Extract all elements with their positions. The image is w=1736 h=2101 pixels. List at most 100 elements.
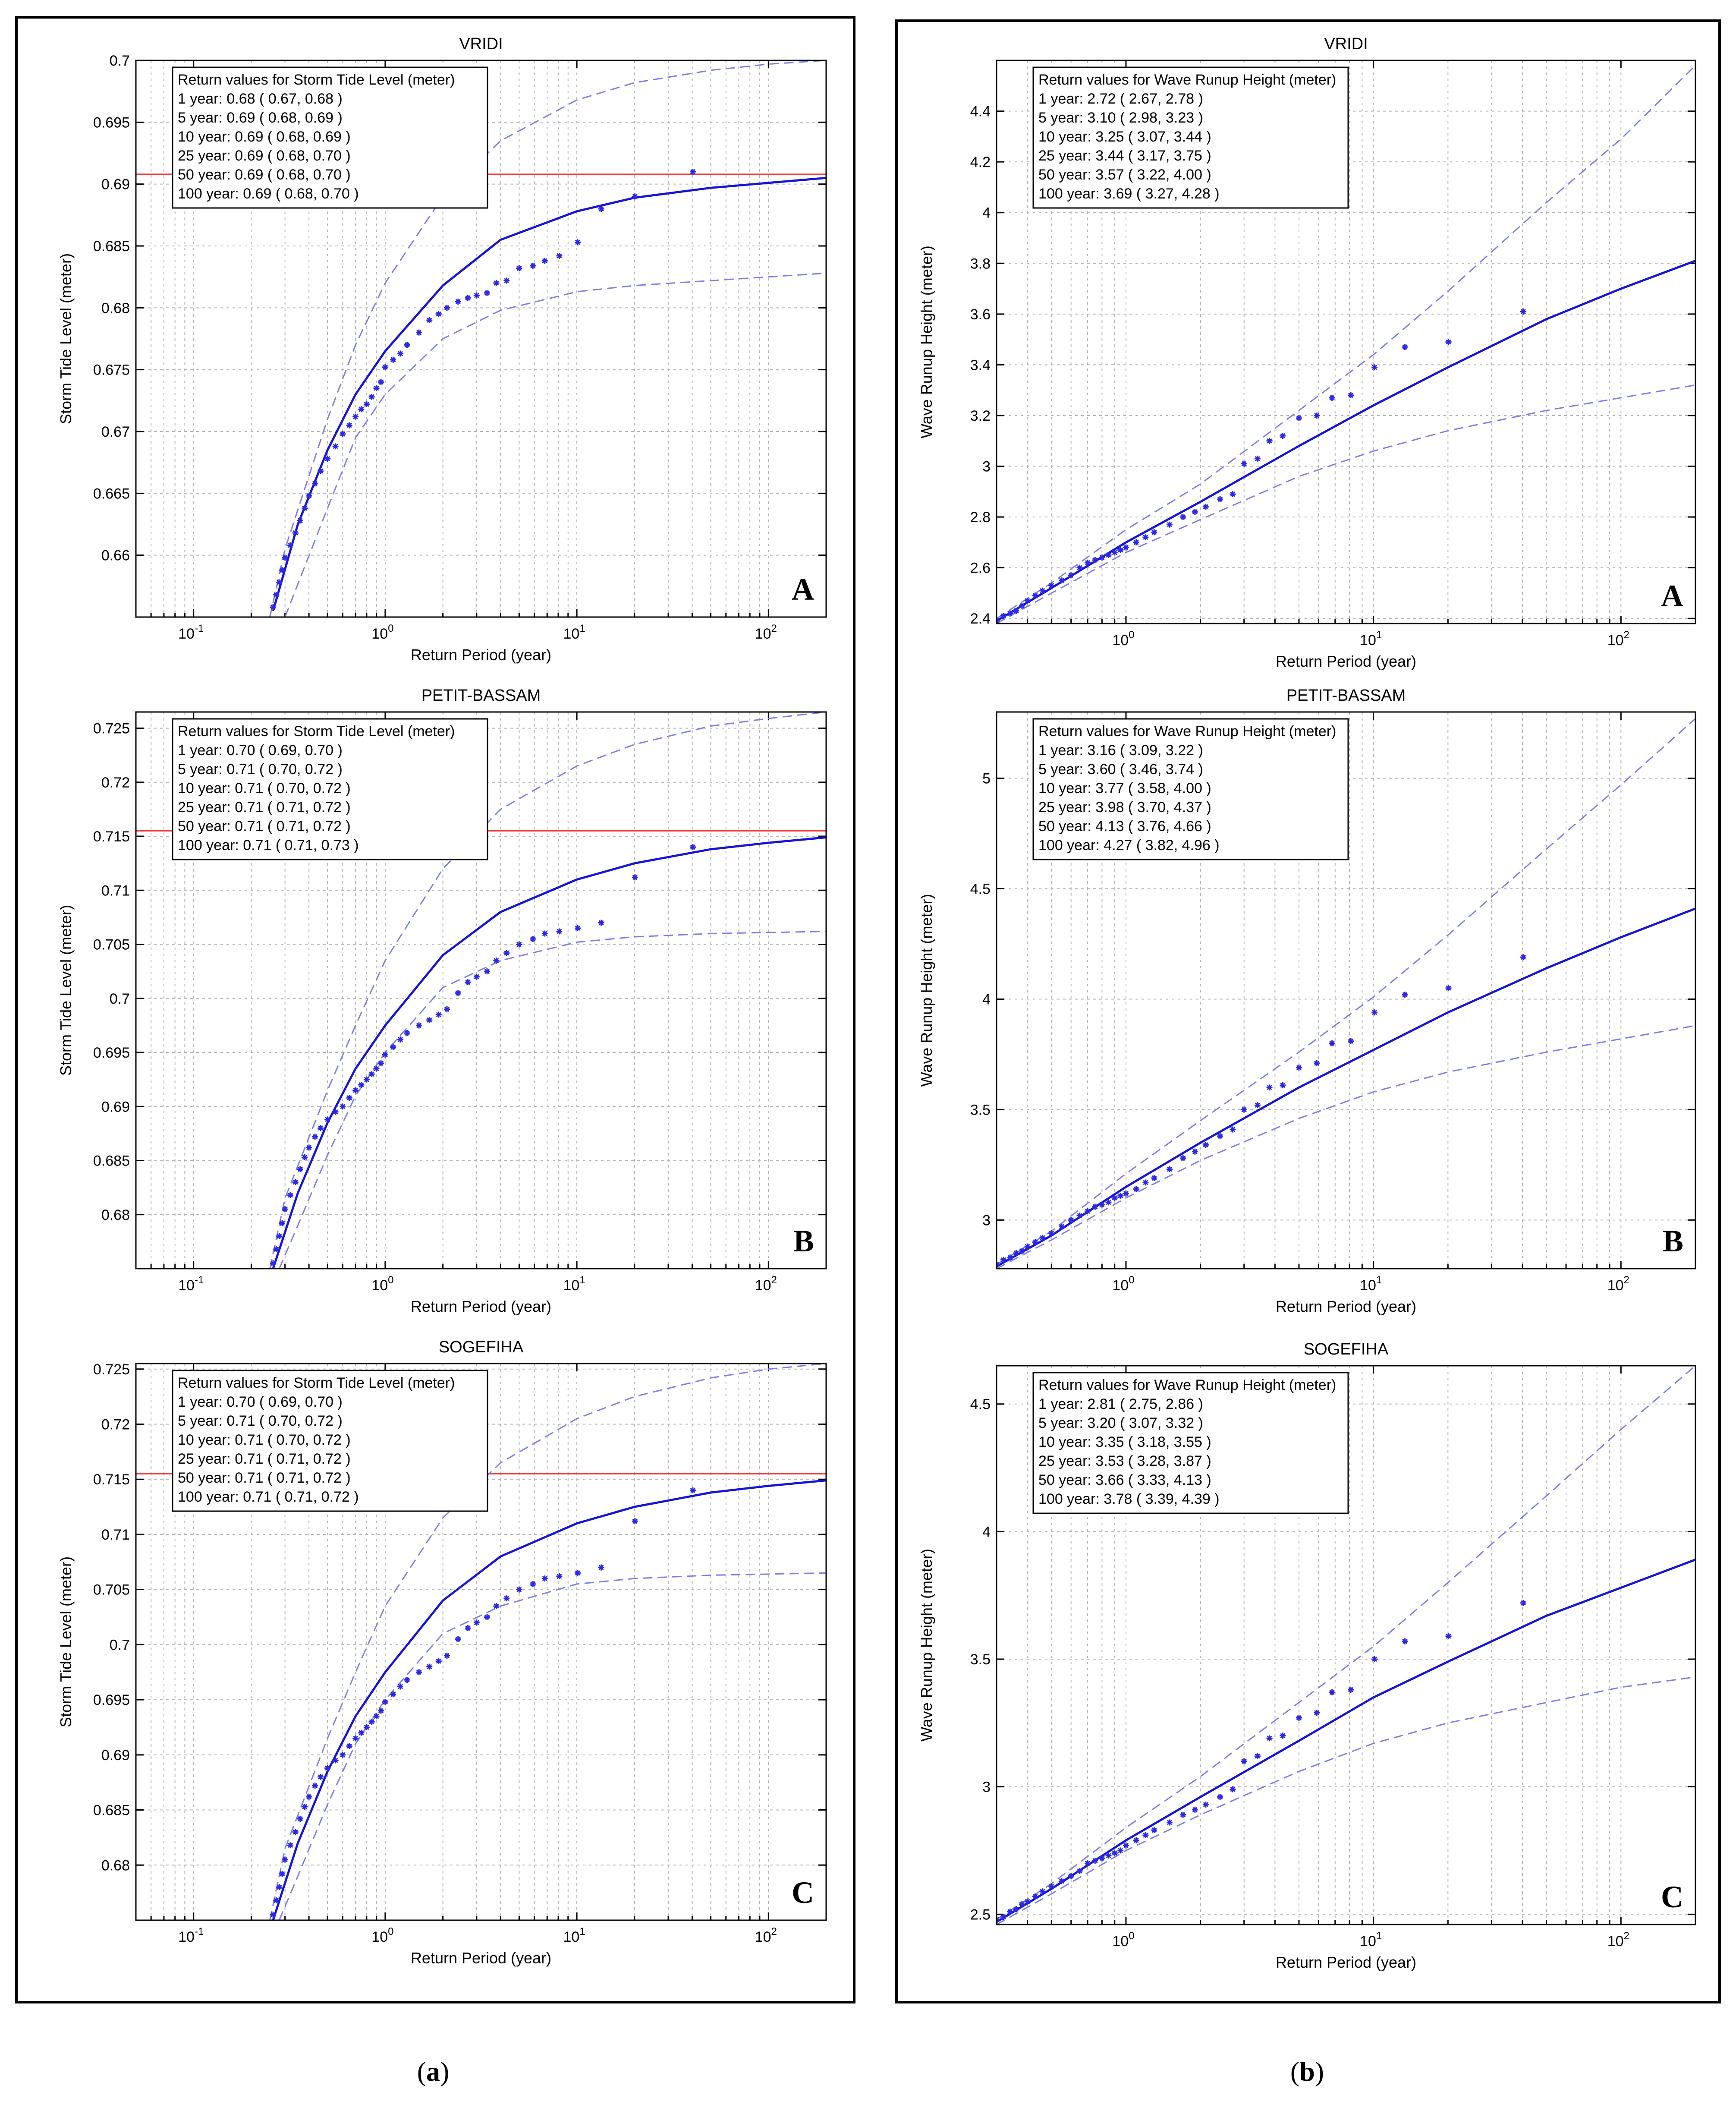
data-point: [1068, 1217, 1074, 1223]
y-axis-label: Storm Tide Level (meter): [57, 905, 75, 1076]
xtick-label: 10-1: [178, 1274, 204, 1294]
data-point: [287, 1192, 294, 1198]
plot-area: [997, 65, 1695, 624]
legend-title: Return values for Storm Tide Level (mete…: [178, 72, 455, 88]
data-point: [1117, 547, 1124, 553]
data-point: [373, 385, 380, 391]
x-axis-label: Return Period (year): [411, 1298, 551, 1315]
data-point: [276, 1884, 283, 1890]
y-axis-label: Wave Runup Height (meter): [918, 894, 935, 1087]
legend-line: 50 year: 0.71 ( 0.71, 0.72 ): [178, 818, 351, 835]
ytick-label: 0.72: [101, 1416, 130, 1433]
data-point: [1445, 985, 1452, 991]
data-point: [404, 342, 410, 348]
x-axis-label: Return Period (year): [1276, 1298, 1416, 1315]
data-point: [292, 1829, 299, 1835]
data-point: [1092, 1203, 1098, 1210]
data-point: [1111, 549, 1118, 556]
ytick-label: 4.4: [970, 104, 991, 120]
caption-a: (a): [417, 2056, 450, 2087]
data-point: [340, 1103, 346, 1110]
xtick-label: 102: [1607, 629, 1629, 649]
xtick-label: 100: [371, 1274, 393, 1294]
chart-panel-2: 0.68 0.685 0.69 0.695 0.7 0.705 0.71 0.715 0.72 0…: [57, 687, 827, 1315]
ytick-label: 4: [982, 991, 991, 1008]
data-point: [1314, 1710, 1320, 1716]
xtick-label: 100: [1112, 1274, 1134, 1294]
data-point: [297, 1166, 303, 1172]
data-point: [1076, 1213, 1083, 1219]
data-point: [1013, 1250, 1019, 1257]
data-point: [426, 317, 433, 323]
xtick-label: 102: [755, 1926, 777, 1945]
panel-title: VRIDI: [1324, 35, 1368, 53]
data-point: [1142, 1832, 1149, 1839]
data-point: [373, 1713, 380, 1720]
data-point: [270, 604, 277, 611]
ci-upper-line: [269, 60, 826, 617]
data-point: [473, 973, 480, 980]
ytick-label: 3.4: [970, 357, 991, 373]
legend-line: 50 year: 4.13 ( 3.76, 4.66 ): [1038, 818, 1211, 835]
data-point: [1085, 1208, 1091, 1214]
ytick-label: 4: [982, 1524, 991, 1540]
data-point: [1013, 1906, 1019, 1912]
fit-line: [997, 260, 1695, 622]
ytick-label: 0.7: [110, 53, 130, 69]
ytick-label: 3: [982, 1779, 991, 1795]
data-point: [1105, 552, 1112, 558]
ci-lower-line: [278, 1572, 826, 1920]
data-point: [689, 169, 696, 175]
y-axis-label: Wave Runup Height (meter): [918, 1549, 935, 1742]
legend-box: [1032, 1372, 1349, 1514]
chart-panel-1: 0.66 0.665 0.67 0.675 0.68 0.685 0.69 0.695 0.7 1…: [57, 35, 827, 664]
ytick-label: 0.7: [110, 991, 130, 1007]
data-point: [1085, 1860, 1091, 1867]
panels: 0.660.6650.670.6750.680.6850.690.6950.71…: [57, 35, 1696, 1971]
data-point: [1329, 394, 1335, 401]
ytick-label: 0.705: [93, 937, 130, 953]
legend-box: [172, 1370, 488, 1512]
axis-box: [996, 1365, 1696, 1925]
data-point: [1280, 433, 1286, 439]
data-point: [1266, 1735, 1273, 1742]
data-point: [1202, 1802, 1209, 1808]
data-point: [455, 990, 461, 996]
data-point: [1133, 539, 1139, 545]
data-point: [1445, 339, 1452, 345]
data-point: [1133, 1186, 1139, 1192]
data-point: [1092, 1858, 1098, 1864]
panel-title: VRIDI: [459, 35, 503, 53]
data-point: [1230, 491, 1236, 498]
data-point: [435, 311, 442, 317]
data-point: [455, 299, 461, 305]
legend-line: 100 year: 4.27 ( 3.82, 4.96 ): [1038, 837, 1220, 854]
data-point: [1085, 559, 1091, 566]
data-point: [390, 1044, 396, 1050]
data-point: [1266, 1084, 1273, 1091]
data-point: [1151, 1175, 1157, 1181]
data-point: [340, 431, 346, 437]
caption-b: (b): [1290, 2056, 1324, 2087]
legend-line: 10 year: 0.71 ( 0.70, 0.72 ): [178, 1432, 351, 1448]
panel-letter: A: [1661, 579, 1683, 613]
legend-title: Return values for Storm Tide Level (mete…: [178, 723, 455, 740]
ytick-label: 3.6: [970, 306, 991, 323]
data-point: [1180, 514, 1186, 520]
data-point: [302, 1803, 308, 1810]
data-point: [689, 844, 696, 850]
data-point: [1241, 1758, 1247, 1764]
axis-box: [996, 60, 1696, 624]
data-point: [1192, 1148, 1198, 1155]
legend-title: Return values for Wave Runup Height (met…: [1038, 723, 1336, 740]
data-point: [503, 1595, 510, 1602]
data-point: [1076, 564, 1083, 571]
data-point: [473, 292, 480, 299]
ytick-label: 0.68: [101, 1207, 130, 1223]
data-point: [332, 443, 339, 450]
xtick-label: 101: [563, 1274, 585, 1294]
ytick-label: 3.5: [970, 1102, 991, 1118]
data-point: [598, 206, 604, 212]
data-point: [1111, 1195, 1118, 1201]
data-point: [426, 1017, 433, 1023]
